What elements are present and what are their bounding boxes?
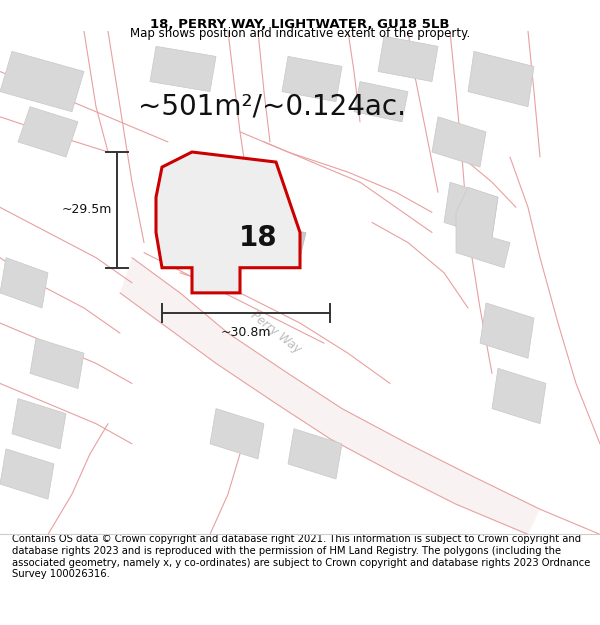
Polygon shape — [12, 399, 66, 449]
Polygon shape — [354, 81, 408, 122]
Text: ~29.5m: ~29.5m — [62, 203, 112, 216]
Polygon shape — [18, 107, 78, 157]
Polygon shape — [456, 188, 510, 268]
Text: Contains OS data © Crown copyright and database right 2021. This information is : Contains OS data © Crown copyright and d… — [12, 534, 590, 579]
Polygon shape — [150, 46, 216, 92]
Polygon shape — [156, 152, 300, 293]
Polygon shape — [30, 338, 84, 389]
Polygon shape — [480, 303, 534, 358]
Text: Map shows position and indicative extent of the property.: Map shows position and indicative extent… — [130, 28, 470, 41]
Polygon shape — [468, 51, 534, 107]
Polygon shape — [432, 117, 486, 167]
Polygon shape — [492, 368, 546, 424]
Polygon shape — [210, 409, 264, 459]
Polygon shape — [0, 258, 48, 308]
Polygon shape — [0, 51, 84, 112]
Polygon shape — [0, 449, 54, 499]
Polygon shape — [444, 182, 498, 238]
Text: 18, PERRY WAY, LIGHTWATER, GU18 5LB: 18, PERRY WAY, LIGHTWATER, GU18 5LB — [150, 18, 450, 31]
Polygon shape — [282, 56, 342, 102]
Polygon shape — [120, 258, 540, 534]
Text: ~501m²/~0.124ac.: ~501m²/~0.124ac. — [138, 92, 406, 121]
Text: Perry Way: Perry Way — [248, 309, 304, 356]
Text: 18: 18 — [239, 224, 277, 251]
Polygon shape — [288, 429, 342, 479]
Polygon shape — [378, 36, 438, 81]
Polygon shape — [180, 172, 288, 252]
Polygon shape — [264, 228, 306, 258]
Text: ~30.8m: ~30.8m — [221, 326, 271, 339]
